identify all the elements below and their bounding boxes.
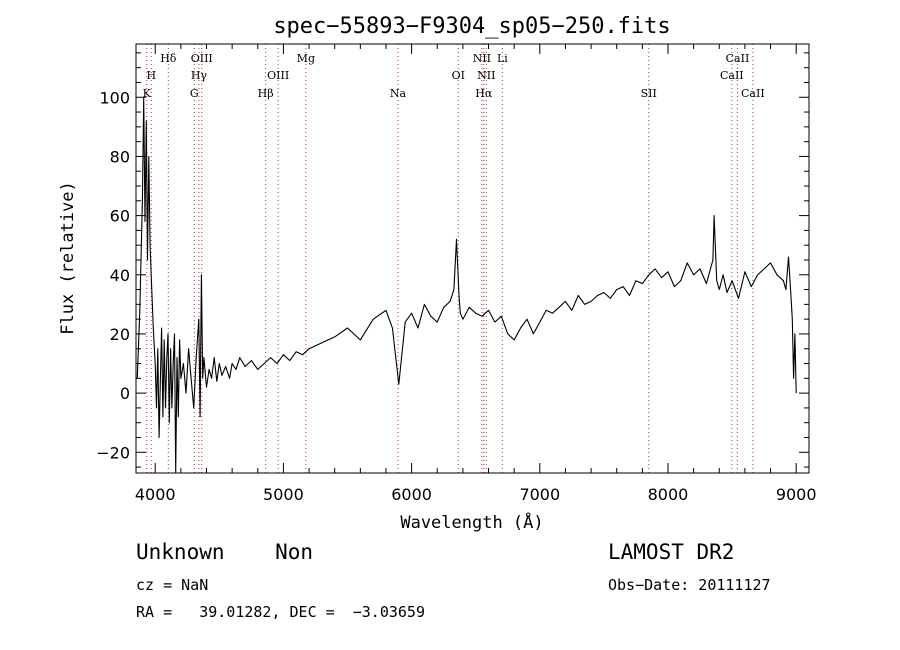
y-axis-ticks: −20 0 20 40 60 80 100 — [96, 52, 809, 468]
spectral-line-label: OIII — [267, 69, 289, 82]
x-tick-label: 8000 — [648, 485, 689, 504]
spectral-line-label: Hα — [475, 87, 493, 100]
y-tick-label: 60 — [110, 207, 130, 226]
y-tick-label: 20 — [110, 325, 130, 344]
spectral-line-label: OI — [452, 69, 465, 82]
x-tick-label: 9000 — [776, 485, 817, 504]
spectral-line-labels: KHHδGHγOIIIHβOIIIMgNaOINIIHαNIILiSIICaII… — [143, 52, 765, 100]
x-tick-label: 4000 — [135, 485, 176, 504]
x-tick-label: 7000 — [519, 485, 560, 504]
x-tick-label: 6000 — [391, 485, 432, 504]
spectral-line-label: Na — [390, 87, 407, 100]
x-tick-label: 5000 — [263, 485, 304, 504]
spectral-line-markers — [146, 44, 754, 473]
spectral-line-label: CaII — [720, 69, 744, 82]
y-tick-label: 40 — [110, 266, 130, 285]
y-tick-label: 0 — [120, 384, 130, 403]
plot-frame — [135, 43, 810, 474]
spectral-line-label: K — [143, 87, 152, 100]
coordinates-readout: RA = 39.01282, DEC = −3.03659 — [136, 603, 425, 621]
y-tick-label: −20 — [96, 443, 130, 462]
spectral-line-label: G — [190, 87, 199, 100]
spectral-line-label: SII — [641, 87, 657, 100]
spectrum-series-line — [136, 96, 797, 474]
spectral-line-label: CaII — [726, 52, 750, 65]
survey-name: LAMOST DR2 — [608, 540, 735, 564]
y-tick-label: 80 — [110, 147, 130, 166]
spectral-line-label: Hδ — [160, 52, 177, 65]
spectral-line-label: CaII — [741, 87, 765, 100]
spectral-line-label: NII — [477, 69, 495, 82]
observation-date: Obs−Date: 20111127 — [608, 576, 771, 594]
spectral-line-label: H — [146, 69, 156, 82]
redshift-readout: cz = NaN — [136, 576, 209, 594]
spectral-line-label: Mg — [297, 52, 315, 65]
x-axis-ticks: 4000 5000 6000 7000 8000 9000 — [135, 44, 817, 504]
spectral-line-label: Li — [497, 52, 508, 65]
object-classification: Unknown Non — [136, 540, 314, 564]
spectral-line-label: Hβ — [258, 87, 274, 100]
spectral-line-label: OIII — [191, 52, 213, 65]
x-axis-label: Wavelength (Å) — [400, 511, 543, 533]
spectral-line-label: NII — [473, 52, 491, 65]
chart-title: spec−55893−F9304_sp05−250.fits — [273, 14, 670, 39]
spectral-line-label: Hγ — [191, 69, 208, 82]
y-tick-label: 100 — [99, 88, 130, 107]
y-axis-label: Flux (relative) — [58, 181, 78, 335]
